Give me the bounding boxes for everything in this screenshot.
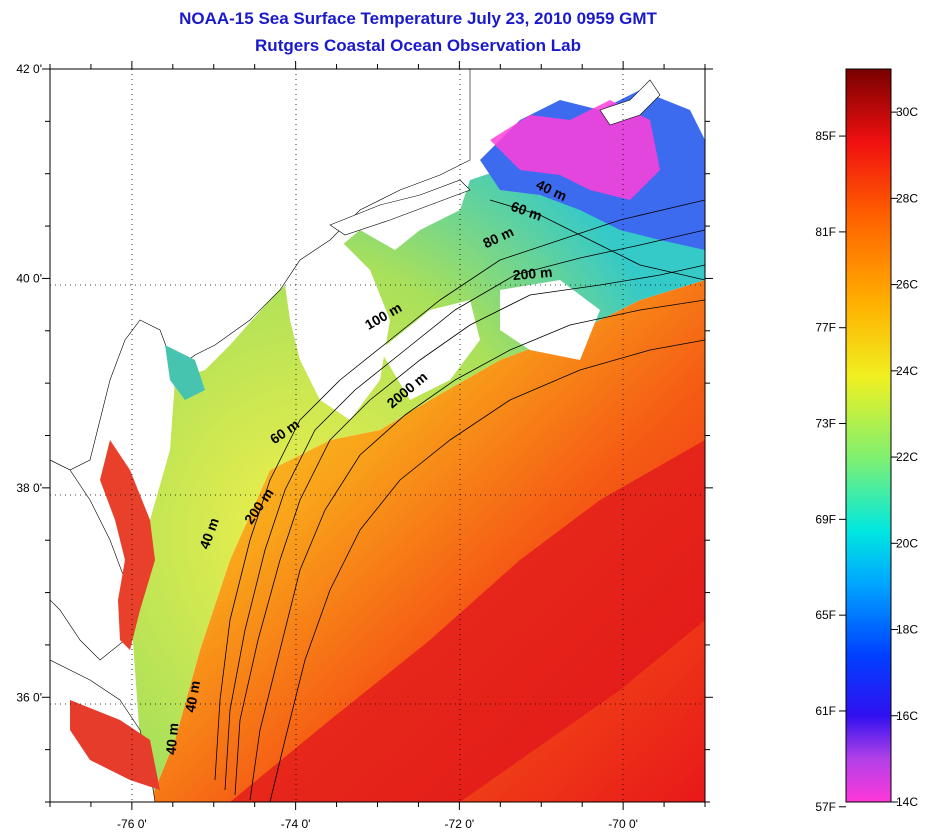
chesapeake-bay xyxy=(100,440,155,650)
colorbar-labels: 30C 28C 26C 24C 22C 20C 18C 16C 14C 85F 81F 77F 73F 6… xyxy=(815,105,918,814)
colorbar-fahrenheit-label: 77F xyxy=(815,321,836,335)
colorbar-celsius-label: 26C xyxy=(896,278,918,292)
cloud-mask xyxy=(380,300,480,400)
colorbar xyxy=(845,68,892,803)
colorbar-fahrenheit-label: 69F xyxy=(815,512,836,526)
contour-label: 40 m xyxy=(163,722,182,755)
colorbar-celsius-label: 28C xyxy=(896,191,918,205)
x-tick-label: -74 0' xyxy=(281,817,311,831)
axis-ticks: -76 0' -74 0' -72 0' -70 0' 42 0' 40 0' 38 0' 3… xyxy=(16,61,713,831)
pamlico-sound xyxy=(70,700,160,790)
map-subtitle: Rutgers Coastal Ocean Observation Lab xyxy=(255,36,581,55)
colorbar-fahrenheit-label: 65F xyxy=(815,608,836,622)
y-tick-label: 40 0' xyxy=(16,271,42,285)
colorbar-fahrenheit-label: 81F xyxy=(815,225,836,239)
y-tick-label: 42 0' xyxy=(16,62,42,76)
long-island xyxy=(329,179,471,236)
colorbar-celsius-label: 16C xyxy=(896,709,918,723)
colorbar-fahrenheit-label: 73F xyxy=(815,417,836,431)
map-grid xyxy=(50,69,705,802)
colorbar-celsius-label: 18C xyxy=(896,623,918,637)
x-tick-label: -70 0' xyxy=(608,817,638,831)
colorbar-fahrenheit-label: 61F xyxy=(815,704,836,718)
x-tick-label: -76 0' xyxy=(117,817,147,831)
colorbar-fahrenheit-label: 57F xyxy=(815,800,836,814)
contour-label: 200 m xyxy=(512,264,553,283)
coldest-water-patch xyxy=(490,100,660,200)
x-tick-label: -72 0' xyxy=(445,817,475,831)
land-mainland xyxy=(50,69,471,471)
cloud-mask xyxy=(500,280,600,360)
colorbar-celsius-label: 30C xyxy=(896,105,918,119)
colorbar-celsius-label: 14C xyxy=(896,795,918,809)
cape-cod xyxy=(599,79,661,126)
gulf-stream-band xyxy=(230,440,705,802)
y-tick-label: 36 0' xyxy=(16,690,42,704)
colorbar-celsius-label: 22C xyxy=(896,450,918,464)
y-tick-label: 38 0' xyxy=(16,481,42,495)
cloud-mask xyxy=(280,230,390,420)
delaware-bay xyxy=(165,345,205,400)
colorbar-celsius-label: 20C xyxy=(896,536,918,550)
map-title: NOAA-15 Sea Surface Temperature July 23,… xyxy=(179,9,657,28)
colorbar-fahrenheit-label: 85F xyxy=(815,129,836,143)
colorbar-celsius-label: 24C xyxy=(896,364,918,378)
contour-label: 40 m xyxy=(182,679,203,713)
